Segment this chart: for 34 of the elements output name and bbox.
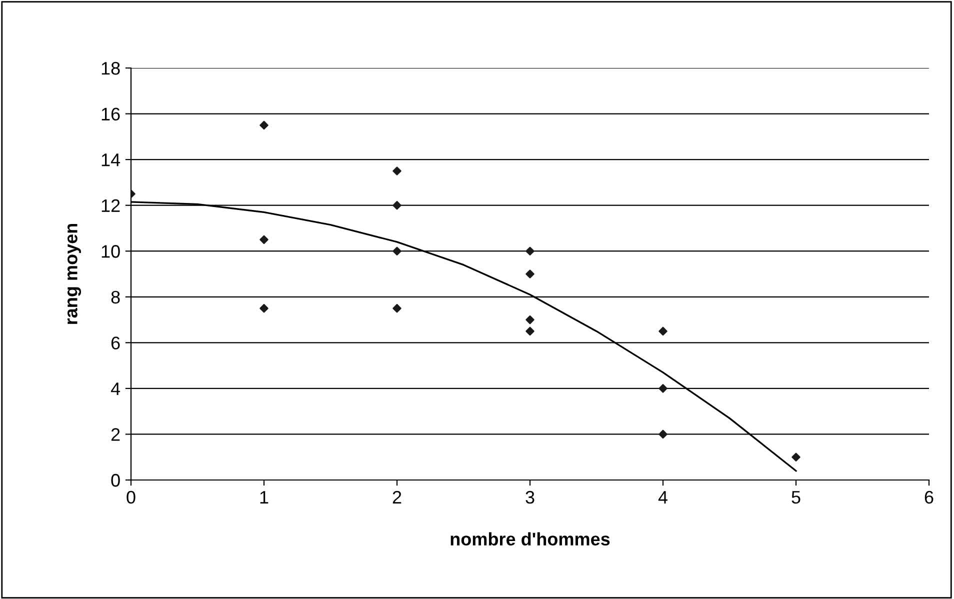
x-tick-label: 3 [526, 490, 534, 504]
x-tick-label: 5 [792, 491, 800, 504]
x-tick-label: 4 [658, 491, 668, 504]
y-tick-label: 14 [102, 154, 120, 166]
point [260, 235, 268, 244]
y-tick-label: 6 [111, 336, 120, 350]
point [526, 270, 534, 278]
point [658, 326, 668, 336]
x-tick-label: 6 [924, 490, 934, 504]
y-tick-label: 4 [110, 382, 120, 395]
y-axis-title: rang moyen [68, 224, 82, 324]
point [260, 120, 268, 130]
x-tick-label: 1 [260, 491, 268, 504]
y-tick-label: 10 [102, 245, 120, 258]
y-tick-label: 0 [111, 474, 120, 487]
y-tick-label: 12 [102, 199, 120, 212]
point [392, 200, 402, 210]
y-tick-label: 18 [102, 62, 120, 75]
y-tick-label: 2 [111, 428, 120, 441]
point [658, 430, 668, 439]
point [392, 246, 402, 256]
point [526, 315, 534, 324]
point [526, 326, 534, 336]
point [526, 246, 534, 256]
point [260, 304, 268, 313]
x-tick-label: 0 [126, 490, 136, 504]
point [392, 304, 402, 313]
x-tick-label: 2 [392, 490, 402, 504]
point [392, 166, 402, 176]
point [792, 452, 800, 462]
point [658, 384, 668, 393]
y-tick-label: 8 [111, 290, 120, 304]
x-axis-title: nombre d'hommes [450, 532, 610, 546]
y-tick-label: 16 [102, 108, 120, 120]
